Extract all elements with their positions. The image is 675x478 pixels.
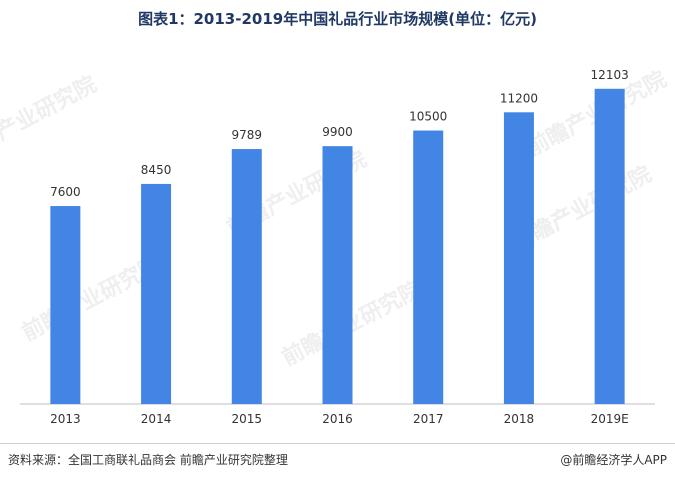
x-tick-label: 2018 (504, 412, 535, 426)
x-tick-label: 2017 (413, 412, 444, 426)
bar (503, 112, 534, 404)
bar (141, 183, 172, 404)
x-tick-label: 2016 (322, 412, 353, 426)
bar (594, 88, 625, 404)
data-label: 11200 (500, 91, 538, 105)
brand-credit: @前瞻经济学人APP (560, 453, 667, 467)
bar (231, 149, 262, 404)
source-note: 资料来源：全国工商联礼品商会 前瞻产业研究院整理 (8, 453, 288, 467)
watermark-text: 前瞻产业研究院 (0, 71, 101, 166)
chart-title: 图表1：2013-2019年中国礼品行业市场规模(单位：亿元) (138, 10, 537, 28)
data-label: 8450 (141, 163, 172, 177)
bar (322, 146, 353, 404)
data-label: 10500 (409, 110, 447, 124)
x-tick-label: 2019E (591, 412, 629, 426)
bar (50, 206, 81, 404)
x-tick-label: 2015 (232, 412, 263, 426)
data-label: 7600 (50, 185, 81, 199)
bar (413, 130, 444, 404)
data-label: 9900 (322, 125, 353, 139)
data-label: 9789 (232, 128, 263, 142)
footer-divider (0, 443, 675, 444)
data-label: 12103 (591, 68, 629, 82)
x-tick-label: 2013 (50, 412, 81, 426)
x-tick-label: 2014 (141, 412, 172, 426)
